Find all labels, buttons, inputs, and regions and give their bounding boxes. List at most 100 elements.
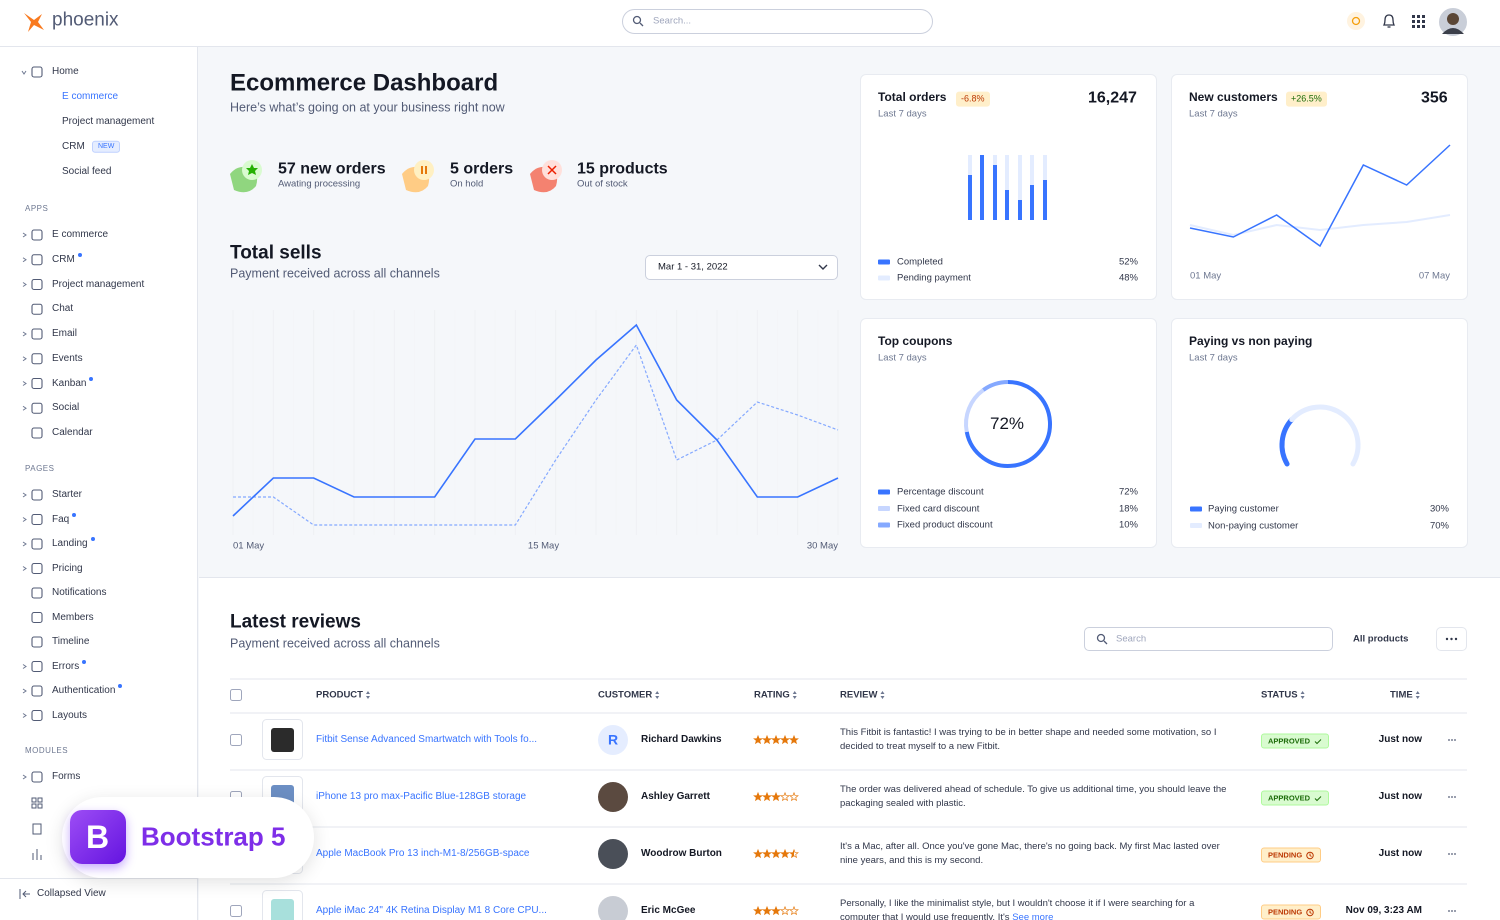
nav-item[interactable]: Chat [52, 303, 73, 315]
nav-item[interactable]: Notifications [52, 587, 106, 599]
nav-item[interactable]: Kanban [52, 376, 94, 390]
nav-item[interactable]: Layouts [52, 710, 87, 722]
review-body: Personally, I like the minimalist style,… [840, 898, 1195, 920]
status-label: PENDING [1268, 850, 1303, 860]
column-header[interactable]: CUSTOMER [598, 689, 653, 701]
stat-subtitle: Awating processing [278, 178, 361, 190]
x-axis-label: 01 May [233, 540, 265, 552]
review-time: Just now [1378, 848, 1422, 859]
review-body: The order was delivered ahead of schedul… [840, 784, 1227, 809]
nav-item[interactable]: Events [52, 353, 83, 365]
status-label: APPROVED [1268, 793, 1311, 803]
chevron [818, 264, 828, 270]
review-time: Just now [1378, 791, 1422, 802]
nav-item[interactable]: Email [52, 328, 77, 340]
card-title: New customers [1189, 89, 1278, 104]
nav-item[interactable]: Forms [52, 771, 80, 783]
nav-subitem[interactable]: Project management [62, 116, 155, 127]
avatar-initial: R [607, 731, 619, 748]
change-badge: -6.8% [956, 91, 990, 107]
nav-item[interactable]: Social [52, 402, 79, 414]
nav-label: Faq [52, 513, 70, 525]
review-text: This Fitbit is fantastic! I was trying t… [840, 726, 1235, 754]
legend-value: 48% [1118, 272, 1138, 284]
nav-item[interactable]: Timeline [52, 636, 89, 648]
nav-label: Notifications [52, 587, 107, 598]
sidebar-divider [0, 878, 198, 879]
review-search[interactable] [1084, 627, 1333, 651]
section-title: Total sells [230, 242, 322, 264]
legend-value: 10% [1118, 519, 1138, 531]
status-icon [1306, 908, 1314, 916]
nav-item[interactable]: Calendar [52, 427, 93, 439]
legend-value: 70% [1429, 519, 1449, 531]
column-header[interactable]: RATING [754, 689, 790, 701]
nav-item[interactable]: Members [52, 612, 94, 624]
apps-icon[interactable] [1412, 15, 1425, 28]
user-avatar[interactable] [1437, 6, 1469, 38]
product-link[interactable]: Apple iMac 24" 4K Retina Display M1 8 Co… [316, 905, 547, 916]
column-header[interactable]: STATUS [1261, 689, 1298, 701]
date-range: Mar 1 - 31, 2022 [658, 261, 728, 273]
see-more[interactable]: See more [1012, 912, 1054, 920]
promo-letter: B [86, 818, 110, 855]
nav-label: Events [52, 352, 83, 364]
product-link[interactable]: iPhone 13 pro max-Pacific Blue-128GB sto… [316, 791, 527, 802]
status-icon [1306, 851, 1314, 859]
nav-item[interactable]: Landing [52, 537, 95, 550]
nav-item[interactable]: Starter [52, 489, 82, 501]
nav-label: Members [52, 611, 94, 623]
nav-subitem[interactable]: E commerce [62, 91, 119, 102]
nav-subitem[interactable]: Social feed [62, 166, 112, 177]
nav-item[interactable]: CRM [52, 252, 82, 266]
nav-item[interactable]: Authentication [52, 684, 123, 697]
stat-subtitle: On hold [450, 178, 484, 190]
column-header[interactable]: PRODUCT [316, 689, 363, 701]
nav-item[interactable]: Home [52, 66, 79, 77]
date-select[interactable] [645, 255, 838, 280]
nav-item[interactable]: Pricing [52, 563, 83, 575]
page-subtitle: Here’s what’s going on at your business … [230, 100, 505, 115]
nav-subitem[interactable]: CRM [62, 141, 85, 152]
more-icon [1445, 637, 1458, 641]
review-text: The order was delivered ahead of schedul… [840, 783, 1235, 811]
nav-item[interactable]: E commerce [52, 229, 108, 241]
theme-toggle[interactable] [1346, 11, 1366, 31]
collapse-toggle[interactable]: Collapsed View [37, 888, 106, 899]
x-axis-label: 30 May [806, 540, 838, 552]
status-icon [1314, 738, 1322, 744]
legend-label: Fixed product discount [897, 519, 993, 531]
more-button[interactable] [1436, 627, 1467, 651]
column-header[interactable]: REVIEW [840, 689, 878, 701]
stat-subtitle: Out of stock [577, 178, 628, 190]
logo [24, 13, 44, 32]
nav-label: Layouts [52, 709, 88, 721]
page-title: Ecommerce Dashboard [230, 69, 499, 97]
nav-item[interactable]: Errors [52, 659, 87, 673]
collapse-icon [19, 889, 30, 899]
section-title: Latest reviews [230, 611, 361, 633]
status-glyph [1306, 851, 1314, 859]
column-header[interactable]: TIME [1390, 689, 1413, 701]
notifications-icon[interactable] [1381, 13, 1397, 29]
section-subtitle: Payment received across all channels [230, 266, 440, 281]
nav-label: Errors [52, 660, 80, 672]
review-time: Just now [1378, 734, 1422, 745]
nav-dot [77, 252, 82, 257]
customer-name: Woodrow Burton [641, 848, 722, 859]
nav-item[interactable]: Project management [52, 279, 144, 291]
nav-label: Chat [52, 303, 74, 315]
card-title: Top coupons [878, 333, 953, 348]
search-box[interactable] [622, 9, 933, 34]
nav-dot [89, 376, 94, 381]
module-icons [31, 797, 43, 860]
promo-logo [70, 810, 126, 864]
nav-item[interactable]: Faq [52, 512, 77, 526]
promo-text: Bootstrap 5 [141, 821, 286, 852]
product-link[interactable]: Apple MacBook Pro 13 inch-M1-8/256GB-spa… [316, 848, 530, 859]
legend-label: Percentage discount [897, 486, 984, 498]
filter-button[interactable]: All products [1353, 633, 1409, 645]
product-link[interactable]: Fitbit Sense Advanced Smartwatch with To… [316, 734, 538, 745]
status-badge: PENDING [1261, 904, 1322, 920]
x-axis-label: 15 May [527, 540, 560, 552]
